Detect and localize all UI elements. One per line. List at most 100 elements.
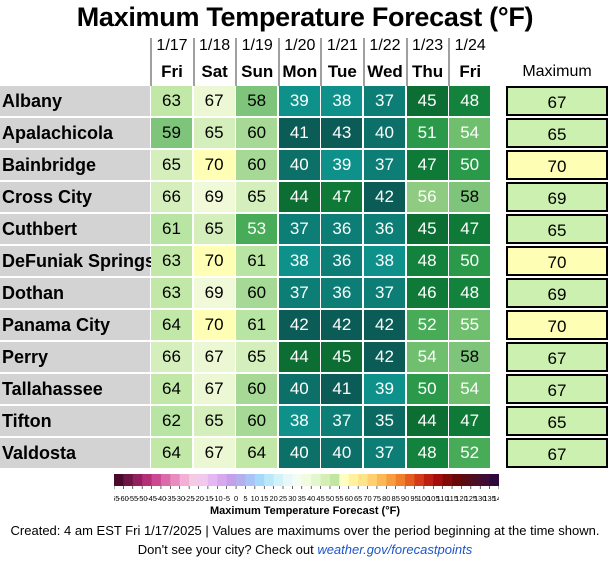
color-scale-tick-label: 120 (455, 494, 468, 503)
color-scale-tick-label: 10 (251, 494, 259, 503)
city-name: Albany (2, 91, 63, 111)
city-name: Apalachicola (2, 123, 114, 143)
temperature-cell: 40 (321, 438, 363, 468)
temperature-cell: 38 (278, 246, 320, 276)
color-scale-swatch (489, 474, 499, 486)
temperature-cell: 42 (278, 310, 320, 340)
temperature-cell: 41 (321, 374, 363, 404)
footer-link-prefix: Don't see your city? Check out (137, 542, 318, 557)
color-scale-swatch (339, 474, 350, 486)
color-scale-bar: -65-60-55-50-45-40-35-30-25-20-15-10-505… (114, 474, 499, 503)
color-scale-tick-label: -55 (127, 494, 138, 503)
temperature-cell: 65 (236, 182, 278, 212)
temperature-cell: 67 (193, 86, 235, 116)
maximum-cell: 65 (506, 214, 608, 244)
color-scale-tick-label: 55 (335, 494, 343, 503)
city-name: Tallahassee (2, 379, 103, 399)
column-date-1-21: 1/21 (326, 37, 358, 54)
forecastpoints-link[interactable]: weather.gov/forecastpoints (317, 542, 473, 557)
color-scale-swatch (348, 474, 359, 486)
temperature-cell: 47 (406, 150, 448, 180)
footer-link-line: Don't see your city? Check out weather.g… (0, 542, 610, 557)
temperature-cell: 65 (193, 406, 235, 436)
column-day-1: Sat (201, 62, 228, 81)
color-scale-tick-label: -65 (114, 494, 119, 503)
temperature-cell: 40 (278, 374, 320, 404)
color-scale-tick-label: 20 (269, 494, 277, 503)
temperature-cell: 58 (236, 86, 278, 116)
color-scale-swatch (433, 474, 444, 486)
temperature-cell: 44 (406, 406, 448, 436)
column-day-3: Mon (282, 62, 318, 81)
city-name: Panama City (2, 315, 111, 335)
maximum-cell: 65 (506, 406, 608, 436)
temperature-cell: 41 (278, 118, 320, 148)
city-band (0, 374, 150, 404)
color-scale-tick-label: 45 (316, 494, 324, 503)
temperature-cell: 36 (321, 214, 363, 244)
maximum-cell: 70 (506, 246, 608, 276)
column-day-5: Wed (367, 62, 403, 81)
color-scale-tick-label: -20 (193, 494, 204, 503)
color-scale-swatch (442, 474, 453, 486)
temperature-cell: 45 (321, 342, 363, 372)
temperature-cell: 67 (193, 342, 235, 372)
temperature-cell: 55 (449, 310, 491, 340)
color-scale-tick-label: 80 (382, 494, 390, 503)
color-scale-tick-label: -5 (223, 494, 230, 503)
column-date-1-23: 1/23 (412, 37, 444, 54)
maximum-cell: 69 (506, 278, 608, 308)
color-scale-swatch (264, 474, 275, 486)
temperature-cell: 38 (364, 246, 405, 276)
color-scale-tick-label: -15 (202, 494, 213, 503)
color-scale-swatch (114, 474, 124, 486)
temperature-cell: 60 (236, 278, 278, 308)
city-band (0, 278, 150, 308)
color-scale-swatch (132, 474, 143, 486)
temperature-cell: 64 (151, 438, 192, 468)
temperature-cell: 48 (449, 278, 491, 308)
color-scale-swatch (179, 474, 190, 486)
city-band (0, 182, 150, 212)
temperature-cell: 65 (193, 214, 235, 244)
temperature-cell: 37 (364, 438, 405, 468)
temperature-cell: 48 (406, 438, 448, 468)
color-scale-tick-label: 50 (326, 494, 334, 503)
maximum-cell: 70 (506, 310, 608, 340)
temperature-cell: 47 (449, 214, 491, 244)
column-separator (405, 38, 408, 86)
color-scale-swatch (358, 474, 368, 486)
column-date-1-17: 1/17 (156, 37, 188, 54)
color-scale-tick-label: 95 (410, 494, 418, 503)
temperature-cell: 42 (364, 342, 405, 372)
city-band (0, 342, 150, 372)
temperature-cell: 66 (151, 342, 192, 372)
temperature-cell: 56 (406, 182, 448, 212)
maximum-cell: 70 (506, 150, 608, 180)
color-scale-tick-label: 35 (298, 494, 306, 503)
color-scale-tick-label: 130 (474, 494, 487, 503)
color-scale-tick-label: 0 (234, 494, 238, 503)
maximum-cell: 67 (506, 438, 608, 468)
city-band (0, 214, 150, 244)
temperature-cell: 50 (449, 150, 491, 180)
color-scale-swatch (470, 474, 481, 486)
color-scale-swatch (405, 474, 415, 486)
footer-created: Created: 4 am EST Fri 1/17/2025 | Values… (10, 523, 600, 538)
temperature-cell: 51 (406, 118, 448, 148)
city-band (0, 310, 150, 340)
city-name: Bainbridge (2, 155, 97, 175)
column-separator (363, 38, 365, 86)
chart-title: Maximum Temperature Forecast (°F) (76, 2, 534, 32)
color-scale-swatch (386, 474, 397, 486)
temperature-cell: 53 (236, 214, 278, 244)
temperature-cell: 43 (321, 118, 363, 148)
color-scale-tick-label: 70 (363, 494, 371, 503)
column-date-1-24: 1/24 (454, 37, 486, 54)
color-scale-swatch (395, 474, 406, 486)
temperature-cell: 70 (193, 246, 235, 276)
color-scale-tick-label: -30 (174, 494, 185, 503)
temperature-cell: 40 (278, 150, 320, 180)
column-day-0: Fri (161, 62, 183, 81)
city-name: Cross City (2, 187, 93, 207)
